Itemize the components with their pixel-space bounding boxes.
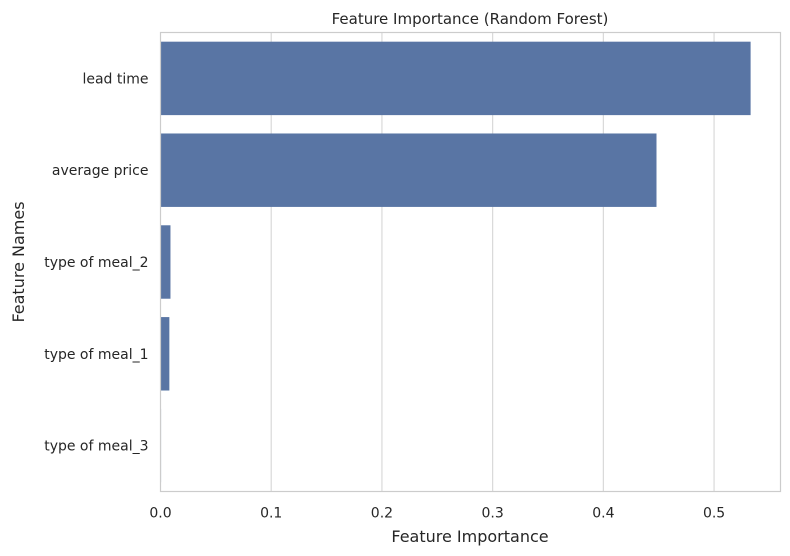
x-tick-label: 0.0 bbox=[149, 506, 171, 522]
x-tick-label: 0.2 bbox=[371, 506, 393, 522]
x-axis-label: Feature Importance bbox=[391, 527, 548, 546]
bar bbox=[160, 317, 170, 391]
x-tick-labels: 0.0 0.1 0.2 0.3 0.4 0.5 bbox=[149, 506, 725, 522]
x-tick-label: 0.4 bbox=[592, 506, 614, 522]
chart-title: Feature Importance (Random Forest) bbox=[332, 10, 609, 28]
y-tick-label: average price bbox=[52, 163, 149, 179]
y-axis-label: Feature Names bbox=[9, 201, 28, 322]
x-tick-label: 0.5 bbox=[703, 506, 725, 522]
y-tick-label: type of meal_2 bbox=[44, 255, 148, 271]
bars bbox=[160, 41, 751, 483]
x-tick-label: 0.3 bbox=[482, 506, 504, 522]
x-tick-label: 0.1 bbox=[260, 506, 282, 522]
y-tick-labels: lead time average price type of meal_2type… bbox=[44, 71, 148, 454]
y-tick-label: type of meal_1 bbox=[44, 347, 148, 363]
plot-frame bbox=[159, 31, 782, 493]
bar bbox=[160, 41, 751, 116]
bar bbox=[160, 133, 657, 207]
bar bbox=[160, 225, 171, 299]
y-tick-label: lead time bbox=[82, 71, 148, 87]
y-tick-label: type of meal_3 bbox=[44, 439, 148, 455]
